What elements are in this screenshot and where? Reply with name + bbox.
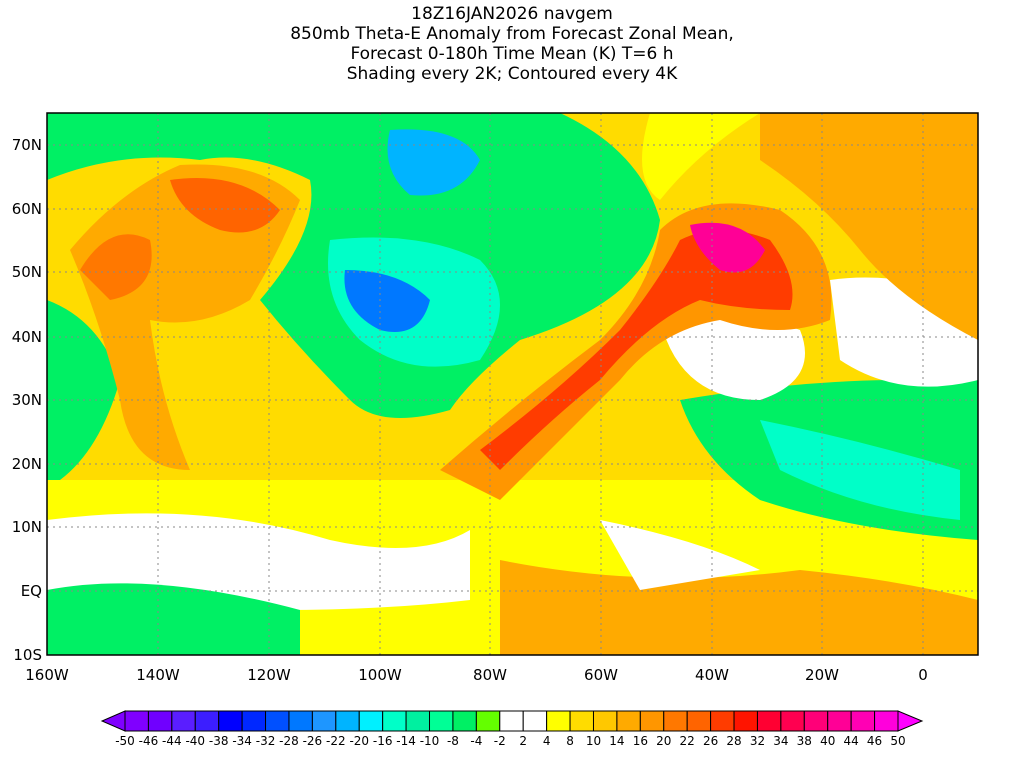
map-frame — [46, 112, 979, 656]
colorbar-label: 2 — [519, 734, 527, 748]
lon-label: 0 — [918, 666, 928, 684]
colorbar-label: -2 — [494, 734, 506, 748]
colorbar-label: 44 — [844, 734, 859, 748]
colorbar-label: -26 — [303, 734, 323, 748]
colorbar-swatch — [874, 710, 899, 732]
lon-label: 120W — [247, 666, 291, 684]
colorbar-left-arrow — [100, 710, 126, 732]
colorbar-swatch — [288, 710, 313, 732]
anomaly-field — [47, 113, 978, 655]
lat-label: EQ — [21, 582, 42, 600]
colorbar-swatch — [850, 710, 876, 732]
colorbar-swatch — [382, 710, 407, 732]
colorbar-label: -32 — [256, 734, 276, 748]
lon-label: 140W — [136, 666, 180, 684]
colorbar-swatch — [663, 710, 688, 732]
colorbar-swatch — [592, 710, 618, 732]
colorbar-swatch — [569, 710, 594, 732]
colorbar-label: 38 — [797, 734, 812, 748]
colorbar: -50 -46 -44 -40 -38 -34 -32 -28 -26 -22 -20 -16 -14-… — [100, 710, 924, 748]
colorbar-swatch — [358, 710, 384, 732]
colorbar-swatch — [733, 710, 758, 732]
colorbar-swatch — [241, 710, 267, 732]
colorbar-label: -34 — [232, 734, 252, 748]
colorbar-label: -14 — [396, 734, 416, 748]
colorbar-label: -16 — [373, 734, 393, 748]
graticule — [47, 113, 978, 655]
colorbar-swatch — [335, 710, 360, 732]
lat-label: 10N — [12, 518, 42, 536]
colorbar-label: 32 — [750, 734, 765, 748]
colorbar-label: -44 — [162, 734, 182, 748]
lat-label: 40N — [12, 328, 42, 346]
colorbar-swatch — [756, 710, 782, 732]
title-line-2: 850mb Theta-E Anomaly from Forecast Zona… — [290, 24, 734, 44]
lat-label: 60N — [12, 200, 42, 218]
colorbar-label: -10 — [420, 734, 440, 748]
colorbar-swatch — [639, 710, 665, 732]
colorbar-label: 16 — [633, 734, 648, 748]
lat-label: 10S — [13, 646, 42, 664]
colorbar-swatch — [265, 710, 290, 732]
colorbar-label: -8 — [447, 734, 459, 748]
colorbar-label: 14 — [609, 734, 624, 748]
colorbar-swatch — [405, 710, 431, 732]
colorbar-label: 46 — [867, 734, 882, 748]
colorbar-swatch — [194, 710, 220, 732]
colorbar-label: 40 — [820, 734, 835, 748]
lon-label: 40W — [695, 666, 729, 684]
lon-label: 20W — [805, 666, 839, 684]
colorbar-label: 22 — [680, 734, 695, 748]
lat-label: 50N — [12, 263, 42, 281]
colorbar-swatch — [546, 710, 571, 732]
lon-label: 160W — [25, 666, 69, 684]
colorbar-swatch — [616, 710, 641, 732]
colorbar-swatch — [147, 710, 173, 732]
colorbar-swatch — [522, 710, 548, 732]
colorbar-swatch — [803, 710, 829, 732]
colorbar-label: 20 — [656, 734, 671, 748]
colorbar-swatch — [218, 710, 243, 732]
lat-label: 30N — [12, 391, 42, 409]
lon-label: 100W — [358, 666, 402, 684]
colorbar-label: -4 — [470, 734, 482, 748]
colorbar-label: -22 — [326, 734, 346, 748]
colorbar-label: 26 — [703, 734, 718, 748]
colorbar-swatch — [475, 710, 501, 732]
lat-label: 70N — [12, 136, 42, 154]
lon-label: 80W — [473, 666, 507, 684]
title-line-4: Shading every 2K; Contoured every 4K — [346, 64, 678, 84]
lat-label: 20N — [12, 455, 42, 473]
colorbar-swatch — [780, 710, 805, 732]
colorbar-right-arrow — [897, 710, 924, 732]
colorbar-swatch — [171, 710, 196, 732]
colorbar-label: -50 — [115, 734, 135, 748]
colorbar-label: 50 — [890, 734, 905, 748]
colorbar-label: 8 — [566, 734, 574, 748]
colorbar-label: 10 — [586, 734, 601, 748]
title-line-3: Forecast 0-180h Time Mean (K) T=6 h — [350, 44, 674, 64]
colorbar-label: 4 — [543, 734, 551, 748]
colorbar-swatch — [311, 710, 337, 732]
colorbar-swatch — [686, 710, 712, 732]
colorbar-label: -38 — [209, 734, 229, 748]
title-line-1: 18Z16JAN2026 navgem — [411, 4, 613, 24]
colorbar-label: -46 — [139, 734, 159, 748]
colorbar-label: -40 — [185, 734, 205, 748]
colorbar-label: 28 — [726, 734, 741, 748]
colorbar-swatch — [499, 710, 524, 732]
colorbar-swatch — [710, 710, 735, 732]
colorbar-swatch — [429, 710, 454, 732]
colorbar-swatch — [452, 710, 477, 732]
colorbar-label: -20 — [349, 734, 369, 748]
colorbar-label: 34 — [773, 734, 788, 748]
colorbar-label: -28 — [279, 734, 299, 748]
lon-label: 60W — [584, 666, 618, 684]
colorbar-swatch — [827, 710, 852, 732]
colorbar-swatch — [124, 710, 149, 732]
